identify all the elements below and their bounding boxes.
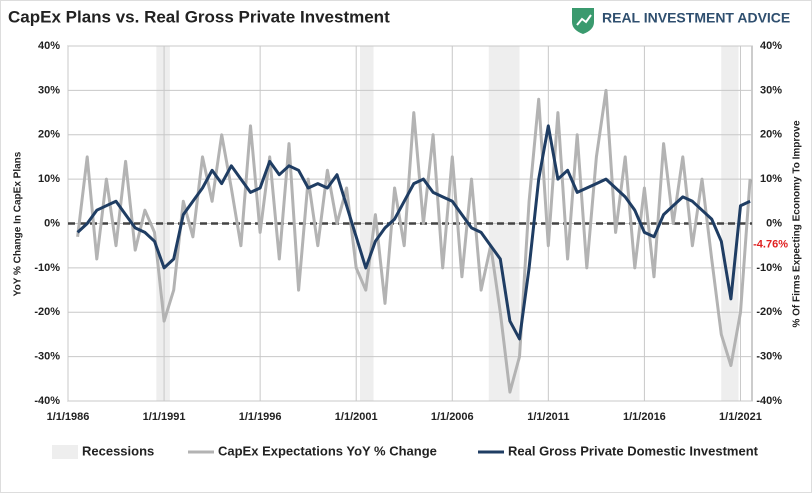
y2-tick-label: -30% (756, 351, 782, 363)
x-tick-label: 1/1/2021 (719, 411, 762, 423)
x-tick-label: 1/1/1991 (143, 411, 186, 423)
y2-tick-label: -10% (756, 262, 782, 274)
y2-tick-label: -20% (756, 306, 782, 318)
y-tick-label: -10% (34, 262, 60, 274)
y-tick-label: -20% (34, 306, 60, 318)
y2-axis-title: % Of Firms Expecting Economy To Improve (792, 120, 803, 328)
y2-tick-label: -40% (756, 395, 782, 407)
y2-tick-label: 30% (760, 84, 782, 96)
y2-tick-label: 0% (766, 217, 782, 229)
y-tick-label: 20% (38, 129, 60, 141)
legend-swatch (52, 445, 78, 459)
x-tick-label: 1/1/2011 (527, 411, 569, 423)
legend-label: CapEx Expectations YoY % Change (218, 443, 437, 458)
y-tick-label: -30% (34, 351, 60, 363)
y-tick-label: 10% (38, 173, 60, 185)
y-tick-label: 40% (38, 40, 60, 52)
y-tick-label: 30% (38, 84, 60, 96)
x-tick-label: 1/1/1996 (239, 411, 282, 423)
logo-shield (572, 8, 594, 34)
annotation: -4.76% (753, 239, 788, 251)
brand: REAL INVESTMENT ADVICE (602, 10, 790, 26)
x-tick-label: 1/1/2016 (623, 411, 666, 423)
y-tick-label: 0% (44, 217, 60, 229)
logo: REAL INVESTMENT ADVICE (572, 8, 790, 34)
series-line (76, 124, 751, 341)
legend-label: Real Gross Private Domestic Investment (508, 443, 759, 458)
logo-arrow (576, 14, 592, 26)
y-axis-title: YoY % Change In CapEx Plans (13, 151, 24, 296)
y2-tick-label: 40% (760, 40, 782, 52)
legend-label: Recessions (82, 443, 154, 458)
x-tick-label: 1/1/2006 (431, 411, 474, 423)
series-line (76, 88, 752, 394)
y2-tick-label: 10% (760, 173, 782, 185)
chart-title: CapEx Plans vs. Real Gross Private Inves… (8, 7, 390, 26)
x-tick-label: 1/1/1986 (47, 411, 90, 423)
x-tick-label: 1/1/2001 (335, 411, 378, 423)
y2-tick-label: 20% (760, 129, 782, 141)
y-tick-label: -40% (34, 395, 60, 407)
